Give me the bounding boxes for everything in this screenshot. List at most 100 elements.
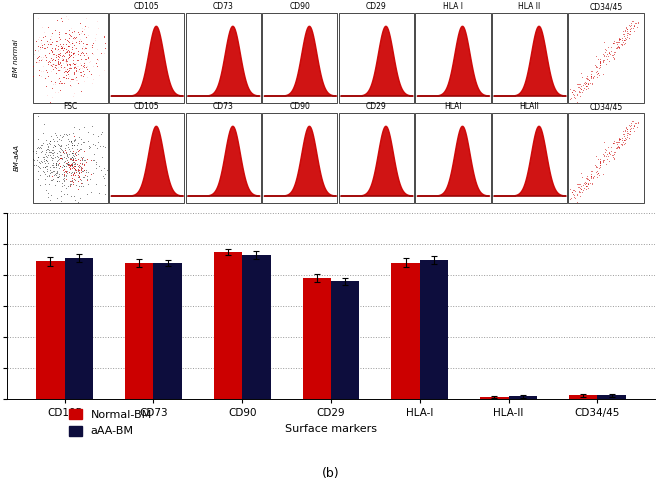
Point — [79, 22, 90, 30]
Point — [40, 52, 50, 60]
Point — [61, 48, 71, 56]
Point — [59, 158, 70, 166]
Point — [37, 158, 48, 166]
Point — [62, 132, 72, 139]
Point — [78, 182, 89, 190]
Point — [75, 88, 86, 95]
Point — [35, 72, 46, 80]
Point — [581, 79, 591, 87]
Point — [57, 44, 68, 51]
Point — [87, 79, 97, 87]
Point — [608, 155, 619, 163]
Point — [86, 43, 97, 51]
Point — [582, 75, 592, 82]
Point — [57, 163, 68, 171]
Point — [584, 176, 594, 184]
Point — [49, 163, 60, 171]
Point — [614, 39, 625, 46]
Point — [54, 74, 65, 82]
Point — [598, 151, 609, 159]
Point — [598, 52, 609, 60]
Point — [629, 27, 639, 35]
Point — [68, 192, 79, 199]
Point — [56, 136, 66, 144]
Text: (a): (a) — [322, 213, 340, 226]
Point — [59, 190, 70, 197]
Point — [53, 28, 64, 36]
Point — [77, 48, 87, 56]
Point — [57, 52, 68, 60]
Point — [565, 185, 576, 193]
Point — [608, 48, 619, 56]
Point — [46, 93, 57, 101]
Point — [64, 66, 74, 74]
Point — [35, 159, 46, 167]
Point — [581, 76, 592, 83]
Point — [83, 67, 94, 75]
Point — [55, 151, 66, 159]
Point — [79, 166, 89, 174]
Point — [581, 82, 591, 90]
Point — [52, 137, 63, 145]
Point — [55, 62, 66, 70]
Point — [98, 164, 109, 172]
Point — [73, 29, 83, 36]
Point — [89, 141, 100, 149]
Point — [593, 169, 604, 177]
Point — [32, 35, 43, 43]
Point — [65, 40, 75, 47]
Point — [76, 64, 87, 72]
Point — [60, 149, 71, 156]
Point — [625, 30, 636, 38]
Point — [85, 57, 95, 64]
Point — [612, 43, 623, 51]
Point — [75, 19, 85, 27]
Point — [43, 159, 54, 167]
Point — [75, 140, 86, 148]
Point — [618, 140, 629, 148]
Point — [49, 26, 60, 33]
Point — [70, 150, 81, 157]
Point — [77, 153, 88, 161]
Point — [622, 127, 632, 135]
Point — [69, 168, 79, 176]
Point — [591, 152, 601, 160]
Point — [582, 85, 592, 92]
Point — [73, 67, 83, 75]
Point — [598, 56, 608, 64]
Point — [79, 166, 89, 174]
Point — [32, 54, 42, 61]
Point — [608, 149, 619, 156]
Point — [58, 149, 69, 157]
Point — [68, 155, 79, 163]
Text: HLAI: HLAI — [444, 102, 462, 111]
Point — [614, 44, 624, 52]
Point — [74, 125, 85, 133]
Point — [39, 163, 50, 171]
Point — [39, 157, 50, 165]
Point — [37, 44, 48, 51]
Point — [604, 49, 615, 57]
Point — [59, 63, 70, 71]
Point — [624, 130, 634, 137]
Point — [597, 158, 608, 166]
Point — [629, 21, 639, 29]
Point — [77, 167, 88, 175]
Point — [70, 44, 80, 51]
Point — [575, 181, 586, 188]
Point — [40, 163, 51, 170]
Point — [43, 58, 54, 65]
Point — [619, 130, 630, 137]
Point — [587, 180, 598, 188]
Point — [608, 39, 619, 47]
Point — [618, 131, 629, 138]
Point — [61, 40, 71, 48]
Point — [61, 55, 71, 63]
Point — [70, 166, 80, 174]
Point — [58, 170, 69, 178]
Point — [81, 44, 91, 51]
Text: CD90: CD90 — [289, 2, 310, 11]
Point — [64, 51, 75, 59]
Point — [595, 161, 606, 169]
Point — [32, 153, 43, 161]
